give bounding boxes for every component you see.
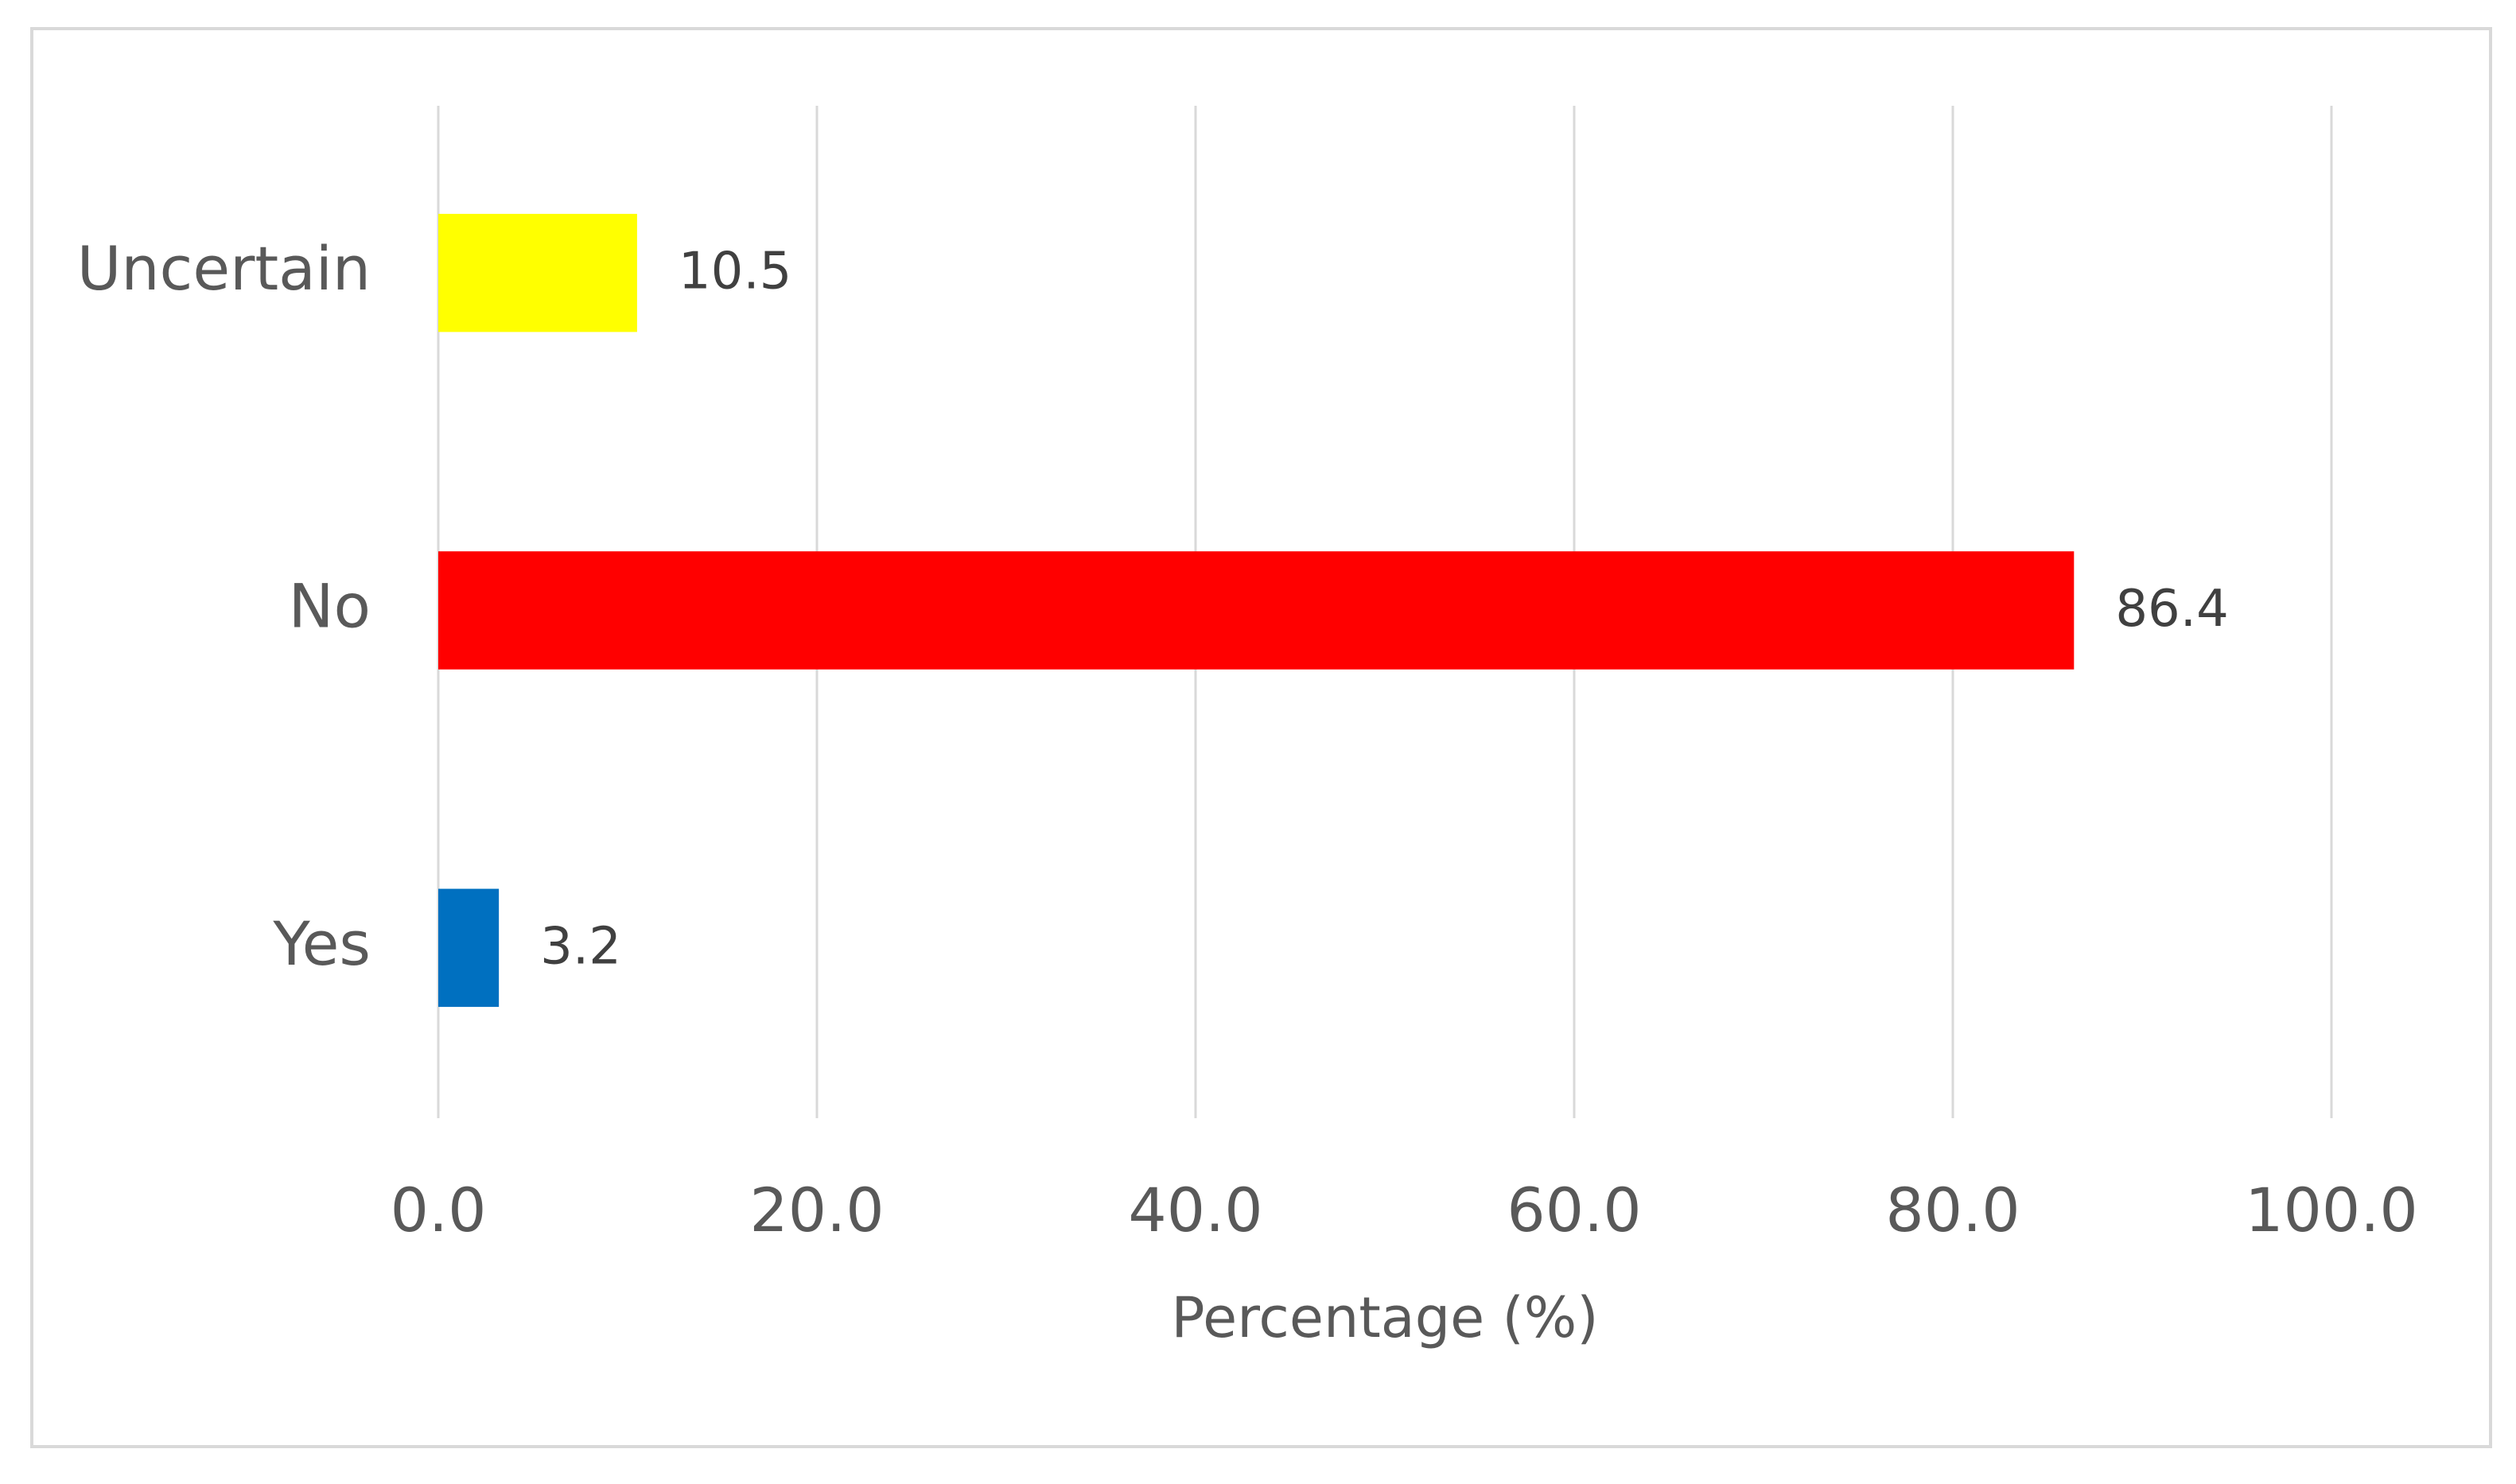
- x-tick-label: 80.0: [1885, 1175, 2020, 1245]
- data-label: 3.2: [540, 917, 621, 976]
- x-tick-label: 40.0: [1128, 1175, 1262, 1245]
- x-tick-label: 20.0: [749, 1175, 884, 1245]
- y-tick-label: Uncertain: [77, 233, 371, 304]
- data-label: 86.4: [2115, 580, 2229, 639]
- x-tick-label: 0.0: [391, 1175, 487, 1245]
- x-tick-label: 60.0: [1507, 1175, 1641, 1245]
- bar: [438, 551, 2075, 670]
- y-tick-label: Yes: [272, 908, 371, 979]
- bar: [438, 213, 637, 332]
- bar: [438, 888, 500, 1008]
- data-label: 10.5: [679, 243, 792, 301]
- x-tick-label: 100.0: [2245, 1175, 2418, 1245]
- x-axis-title: Percentage (%): [1171, 1285, 1598, 1350]
- y-tick-label: No: [289, 570, 371, 641]
